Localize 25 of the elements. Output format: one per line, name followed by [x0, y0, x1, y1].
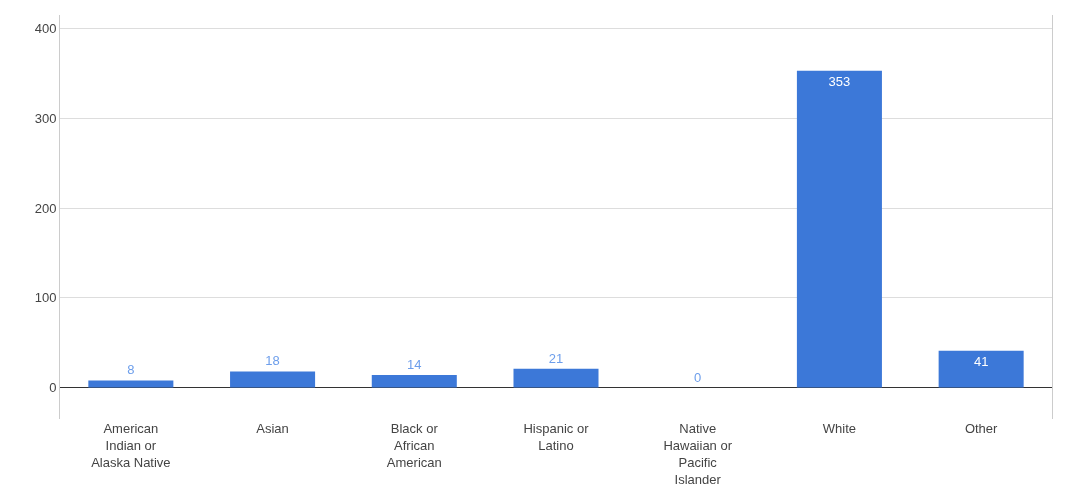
bar [938, 350, 1024, 388]
x-tick-label: Hispanic or Latino [523, 421, 590, 453]
data-label: 14 [407, 357, 422, 373]
x-tick-label: Black or African American [386, 421, 442, 470]
y-tick-label: 100 [34, 290, 57, 306]
x-tick-label: Asian [256, 421, 289, 436]
data-label: 18 [265, 353, 280, 369]
data-label: 0 [694, 369, 702, 385]
y-tick-label: 200 [34, 200, 57, 216]
bar [88, 380, 174, 388]
x-tick-label: American Indian or Alaska Native [91, 421, 171, 470]
x-tick-label: Other [964, 421, 999, 436]
y-tick-label: 0 [49, 380, 57, 396]
bar [371, 375, 457, 388]
data-label: 353 [828, 73, 851, 89]
y-tick-label: 400 [34, 21, 57, 37]
y-tick-label: 300 [34, 110, 57, 126]
bar [796, 70, 882, 388]
data-label: 41 [973, 353, 989, 369]
bar [513, 368, 599, 388]
x-tick-label: Native Hawaiian or Pacific Islander [663, 421, 733, 487]
x-tick-label: White [822, 421, 857, 436]
data-label: 8 [127, 362, 135, 378]
data-label: 21 [548, 350, 564, 366]
bar [230, 371, 316, 388]
